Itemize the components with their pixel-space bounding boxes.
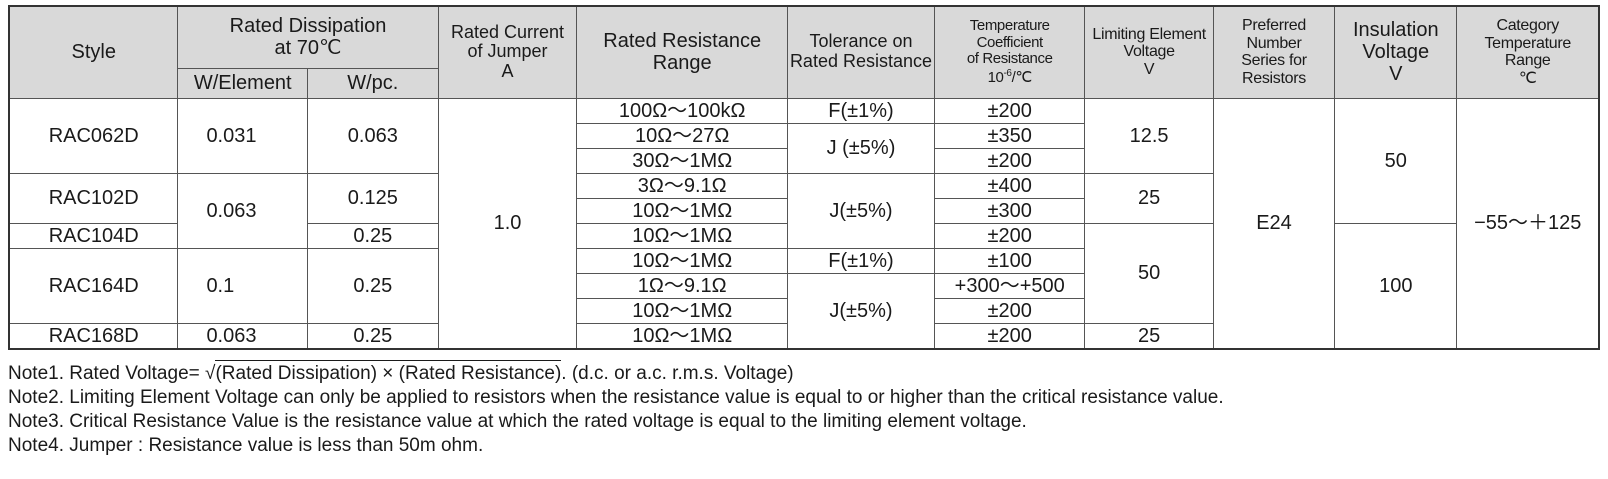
resistance-range-cell: 10Ω～1MΩ <box>576 297 788 324</box>
table-row: 10Ω～1MΩ ±300 <box>9 197 1599 224</box>
w-pc-cell: 0.25 <box>307 322 439 349</box>
limiting-voltage-cell: 25 <box>1084 172 1214 224</box>
header-rated-current-jumper: Rated Current of Jumper A <box>437 5 578 99</box>
style-cell: RAC104D <box>8 222 179 249</box>
resistance-range-cell: 10Ω～1MΩ <box>576 197 788 224</box>
resistance-range-cell: 30Ω～1MΩ <box>576 147 788 174</box>
tcr-cell: ±200 <box>934 222 1086 249</box>
table-row: 1Ω～9.1Ω J(±5%) +300～+500 <box>9 272 1599 349</box>
table-row: RAC168D 0.063 0.25 10Ω～1MΩ ±200 25 <box>8 322 1599 349</box>
note-2: Note2. Limiting Element Voltage can only… <box>8 386 1224 408</box>
tolerance-cell: J (±5%) <box>786 122 936 174</box>
tolerance-cell: F(±1%) <box>786 247 936 274</box>
header-w-element: W/Element <box>177 67 308 99</box>
table-row: 30Ω～1MΩ ±200 <box>9 147 1599 174</box>
tcr-cell: ±200 <box>934 147 1086 174</box>
style-cell: RAC062D <box>8 97 179 174</box>
tcr-cell: +300～+500 <box>934 272 1086 299</box>
note-1: Note1. Rated Voltage= √(Rated Dissipatio… <box>8 359 1600 386</box>
table-row: RAC062D 0.031 0.063 1.0 100Ω～100kΩ F(±1%… <box>8 97 1600 349</box>
resistance-range-cell: 1Ω～9.1Ω <box>576 272 788 299</box>
header-preferred-number-series: Preferred Number Series for Resistors <box>1212 5 1336 99</box>
header-tcr-unit: 10-6/℃ <box>987 67 1033 86</box>
table-row: 10Ω～1MΩ ±200 <box>9 297 1599 324</box>
resistor-spec-table: Style Rated Dissipation at 70℃ Rated Cur… <box>8 5 1600 350</box>
header-tolerance: Tolerance on Rated Resistance <box>786 5 936 99</box>
tcr-cell: ±200 <box>934 322 1086 349</box>
w-pc-cell: 0.125 <box>307 172 439 224</box>
tcr-cell: ±200 <box>934 97 1086 124</box>
tcr-cell: ±100 <box>934 247 1086 274</box>
w-pc-cell: 0.063 <box>307 97 439 174</box>
resistance-range-cell: 3Ω～9.1Ω <box>576 172 788 199</box>
header-rated-dissipation: Rated Dissipation at 70℃ <box>177 5 439 69</box>
tolerance-cell: J(±5%) <box>786 172 936 249</box>
style-cell: RAC164D <box>8 247 179 324</box>
header-insulation-voltage: Insulation Voltage V <box>1334 5 1458 99</box>
tolerance-cell: F(±1%) <box>786 97 936 124</box>
notes-section: Note1. Rated Voltage= √(Rated Dissipatio… <box>8 359 1600 458</box>
w-element-cell: 0.063 <box>177 172 308 249</box>
header-rated-resistance-range: Rated Resistance Range <box>576 5 788 99</box>
resistance-range-cell: 10Ω～1MΩ <box>576 322 788 349</box>
table-row: RAC164D 0.1 0.25 10Ω～1MΩ F(±1%) ±100 <box>8 247 1599 324</box>
square-root-symbol: √(Rated Dissipation) × (Rated Resistance… <box>205 359 562 386</box>
limiting-voltage-cell: 12.5 <box>1084 97 1214 174</box>
tcr-cell: ±400 <box>934 172 1086 199</box>
category-temperature-cell: −55～＋125 <box>1456 97 1600 349</box>
limiting-voltage-cell: 50 <box>1084 222 1214 324</box>
limiting-voltage-cell: 25 <box>1084 322 1214 349</box>
resistance-range-cell: 10Ω～1MΩ <box>576 222 788 249</box>
style-cell: RAC102D <box>8 172 179 224</box>
header-tcr-line2: of Resistance <box>966 50 1053 68</box>
w-element-cell: 0.1 <box>177 247 308 324</box>
resistance-range-cell: 10Ω～27Ω <box>576 122 788 149</box>
resistance-range-cell: 100Ω～100kΩ <box>576 97 788 124</box>
insulation-voltage-cell: 100 <box>1334 222 1458 349</box>
spec-table-container: Style Rated Dissipation at 70℃ Rated Cur… <box>8 5 1600 458</box>
w-pc-cell: 0.25 <box>307 247 439 324</box>
style-cell: RAC168D <box>8 322 179 349</box>
header-style: Style <box>8 5 179 99</box>
note-3: Note3. Critical Resistance Value is the … <box>8 410 1027 432</box>
tcr-cell: ±300 <box>934 197 1086 224</box>
header-category-temperature-range: Category Temperature Range ℃ <box>1456 5 1600 99</box>
w-element-cell: 0.063 <box>177 322 308 349</box>
tolerance-cell: J(±5%) <box>786 272 936 349</box>
insulation-voltage-cell: 50 <box>1334 97 1458 224</box>
header-w-pc: W/pc. <box>307 67 439 99</box>
note-4: Note4. Jumper : Resistance value is less… <box>8 434 484 456</box>
w-pc-cell: 0.25 <box>307 222 439 249</box>
w-element-cell: 0.031 <box>177 97 308 174</box>
tcr-cell: ±200 <box>934 297 1086 324</box>
table-row: RAC102D 0.063 0.125 3Ω～9.1Ω J(±5%) ±400 … <box>8 172 1599 249</box>
header-temperature-coefficient: Temperature Coefficient of Resistance 10… <box>934 5 1086 99</box>
header-tcr-line1: Temperature Coefficient <box>969 17 1050 51</box>
preferred-series-cell: E24 <box>1212 97 1336 349</box>
header-limiting-element-voltage: Limiting Element Voltage V <box>1084 5 1214 99</box>
jumper-current-cell: 1.0 <box>437 97 578 349</box>
tcr-cell: ±350 <box>934 122 1086 149</box>
resistance-range-cell: 10Ω～1MΩ <box>576 247 788 274</box>
table-row: 10Ω～27Ω J (±5%) ±350 <box>9 122 1599 174</box>
table-row: RAC104D 0.25 10Ω～1MΩ ±200 50 100 <box>8 222 1599 349</box>
